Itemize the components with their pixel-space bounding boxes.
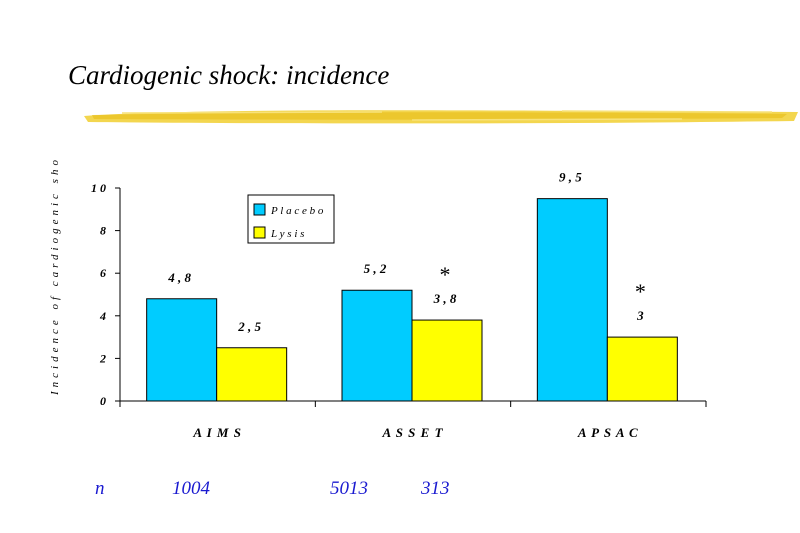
y-tick-label: 0	[100, 394, 106, 408]
bar-placebo-aims	[146, 298, 218, 402]
slide-title: Cardiogenic shock: incidence	[68, 60, 390, 90]
y-tick-label: 4	[99, 309, 106, 323]
data-label-placebo-aims: 4 , 8	[167, 270, 191, 285]
data-label-lysis-asset: 3 , 8	[433, 291, 457, 306]
y-tick-label: 1 0	[91, 181, 106, 195]
data-labels: A I M S 4 , 8 2 , 5 A S S E T 5 , 2 3 , 8 * A P…	[167, 170, 646, 440]
legend: P l a c e b o L y s i s	[247, 194, 335, 244]
n-value-asset: 5013	[330, 478, 368, 499]
x-tick-label-apsac: A P S A C	[577, 425, 639, 440]
y-tick-label: 2	[99, 351, 106, 365]
data-label-lysis-aims: 2 , 5	[237, 319, 261, 334]
bars	[146, 198, 678, 402]
y-tick-label: 6	[100, 266, 106, 280]
bar-lysis-aims	[216, 347, 288, 402]
significance-marker-apsac: *	[635, 279, 646, 304]
n-value-aims: 1004	[172, 478, 210, 499]
legend-swatch-placebo	[253, 203, 266, 216]
x-tick-label-aims: A I M S	[192, 425, 242, 440]
data-label-placebo-asset: 5 , 2	[364, 261, 387, 276]
legend-label-placebo: P l a c e b o	[270, 205, 324, 217]
bar-lysis-asset	[411, 319, 483, 402]
y-axis-label: Incidence of cardiogenic sho	[49, 156, 61, 396]
x-tick-label-asset: A S S E T	[381, 425, 443, 440]
y-axis-label-group: Incidence of cardiogenic sho	[49, 156, 61, 396]
legend-label-lysis: L y s i s	[270, 228, 304, 240]
n-label: n	[95, 478, 105, 499]
data-label-lysis-apsac: 3	[636, 308, 644, 323]
data-label-placebo-apsac: 9 , 5	[559, 170, 582, 185]
bar-placebo-apsac	[536, 198, 608, 402]
n-value-apsac: 313	[421, 478, 450, 499]
y-tick-label: 8	[100, 224, 106, 238]
bar-lysis-apsac	[606, 336, 678, 402]
title-underline-brushstroke	[84, 110, 798, 124]
significance-marker-asset: *	[440, 262, 451, 287]
bar-placebo-asset	[341, 289, 413, 402]
legend-swatch-lysis	[253, 226, 266, 239]
